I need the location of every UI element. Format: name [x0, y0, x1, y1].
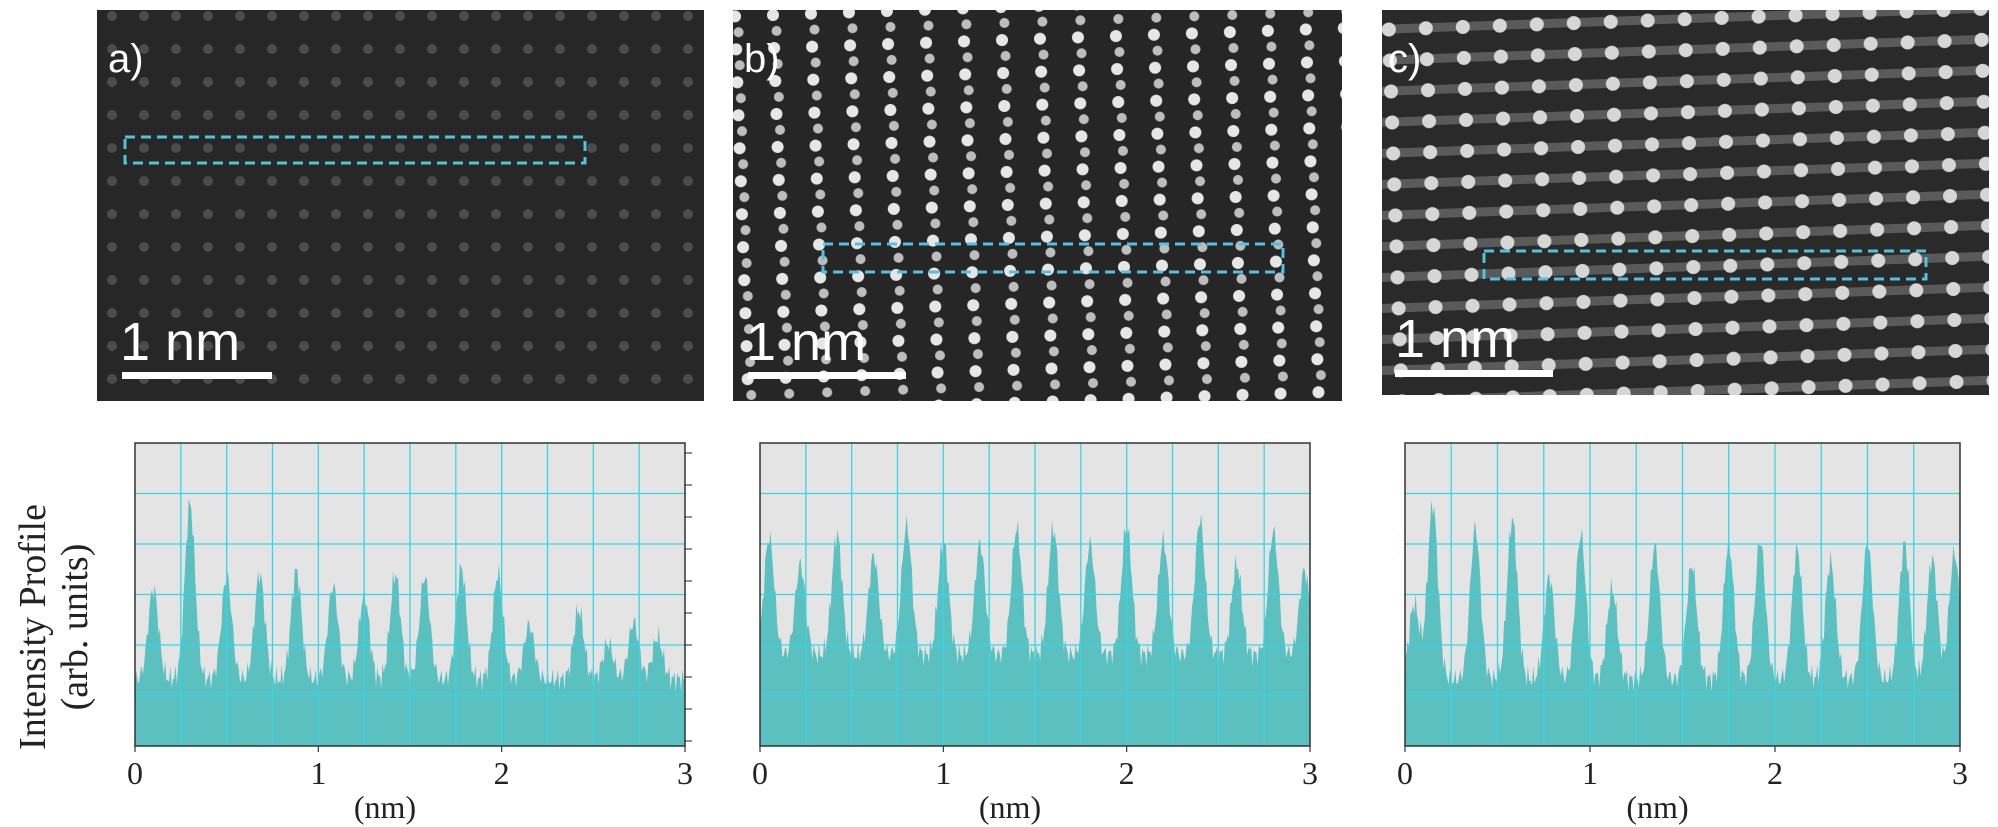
x-tick-label: 0	[752, 755, 768, 791]
intensity-profile-chart-b: 0 1 2 3 (nm)	[752, 442, 1318, 825]
x-axis-label: (nm)	[979, 789, 1041, 825]
scale-bar-a	[122, 372, 272, 379]
y-axis-label-line2: (arb. units)	[54, 544, 96, 711]
plot-frame	[759, 442, 1311, 747]
line-profile-box-b	[821, 242, 1285, 274]
x-tick-label: 2	[1119, 755, 1135, 791]
x-tick-label: 0	[127, 755, 143, 791]
intensity-profile-chart-a: 0 1 2 3 (nm)	[127, 442, 693, 825]
x-axis-label: (nm)	[1626, 789, 1688, 825]
micrograph-a: a) 1 nm	[97, 10, 704, 401]
line-profile-box-c	[1482, 249, 1928, 281]
x-tick-label: 2	[494, 755, 510, 791]
y-axis-label-line1: Intensity Profile	[12, 504, 54, 750]
scale-bar-c	[1395, 370, 1553, 377]
x-tick-label: 2	[1767, 755, 1783, 791]
micrograph-b: b) 1 nm	[733, 10, 1342, 401]
plot-frame	[134, 442, 686, 747]
x-tick-label: 1	[1582, 755, 1598, 791]
x-tick-label: 1	[310, 755, 326, 791]
intensity-profile-chart-c: 0 1 2 3 (nm)	[1397, 442, 1968, 825]
scale-bar-label-a: 1 nm	[120, 312, 240, 372]
x-tick-label: 0	[1397, 755, 1413, 791]
x-tick-label: 3	[1952, 755, 1968, 791]
scale-bar-label-c: 1 nm	[1395, 309, 1515, 369]
x-tick-label: 1	[935, 755, 951, 791]
panel-label-a: a)	[108, 37, 144, 81]
scale-bar-b	[748, 372, 906, 379]
x-axis-label: (nm)	[354, 789, 416, 825]
x-tick-label: 3	[1302, 755, 1318, 791]
panel-label-b: b)	[744, 37, 780, 81]
x-tick-label: 3	[677, 755, 693, 791]
micrograph-c: c) 1 nm	[1382, 10, 1989, 395]
line-profile-box-a	[123, 135, 587, 165]
panel-label-c: c)	[1388, 37, 1421, 81]
plot-frame	[1404, 442, 1961, 747]
scale-bar-label-b: 1 nm	[746, 312, 866, 372]
